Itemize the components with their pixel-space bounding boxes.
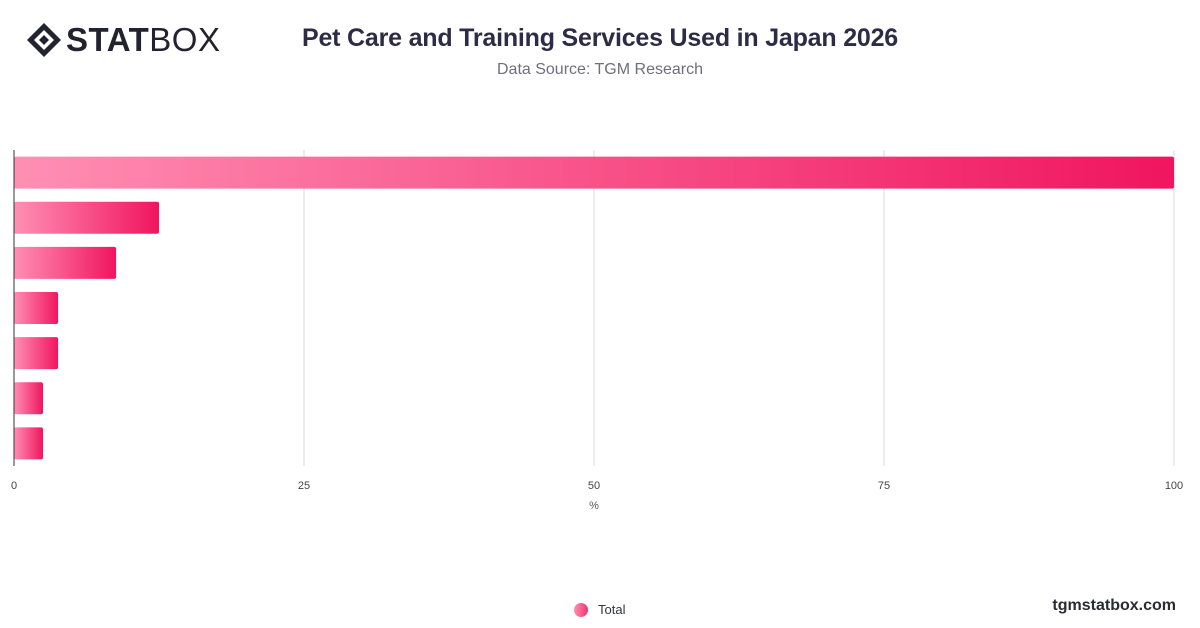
brand-url[interactable]: tgmstatbox.com bbox=[1052, 597, 1176, 614]
statbox-logo[interactable]: STATBOX bbox=[26, 22, 220, 58]
statbox-diamond-icon bbox=[27, 23, 61, 57]
x-tick-label: 0 bbox=[11, 480, 17, 492]
x-tick-label: 25 bbox=[298, 480, 310, 492]
axes: 0 25 50 75 100% bbox=[11, 150, 1183, 512]
x-tick-label: 75 bbox=[878, 480, 890, 492]
bar-2[interactable] bbox=[14, 201, 159, 234]
chart-subtitle: Data Source: TGM Research bbox=[496, 61, 703, 78]
bar-5[interactable] bbox=[14, 337, 59, 370]
bar-6[interactable] bbox=[14, 382, 43, 415]
bar-chart: 0 25 50 75 100% bbox=[11, 150, 1183, 512]
legend-label-total: Total bbox=[598, 602, 626, 617]
bar-series-total bbox=[14, 156, 1174, 460]
logo-light: BOX bbox=[149, 21, 221, 58]
x-tick-label: 100 bbox=[1165, 480, 1183, 492]
x-axis-label: % bbox=[589, 500, 599, 512]
legend-marker bbox=[574, 602, 588, 617]
bar-7[interactable] bbox=[14, 427, 43, 460]
logo-strong: STAT bbox=[66, 21, 150, 58]
x-tick-label: 50 bbox=[588, 480, 600, 492]
bar-1[interactable] bbox=[14, 156, 1174, 189]
bar-3[interactable] bbox=[14, 246, 117, 279]
bar-4[interactable] bbox=[14, 292, 59, 324]
chart-title: Pet Care and Training Services Used in J… bbox=[301, 24, 899, 52]
legend[interactable]: Total bbox=[574, 602, 625, 617]
grid-lines bbox=[303, 150, 1175, 466]
logo-wordmark: STATBOX bbox=[66, 22, 220, 58]
